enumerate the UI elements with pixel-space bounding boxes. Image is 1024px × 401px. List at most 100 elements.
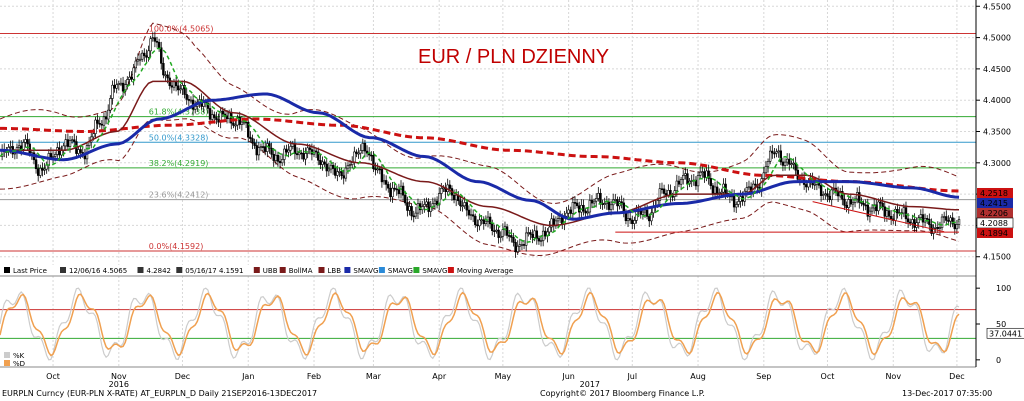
candle-body <box>143 52 146 57</box>
candle-body <box>348 164 352 166</box>
candle-body <box>338 171 341 173</box>
candle-body <box>134 60 137 69</box>
candle-body <box>98 123 101 125</box>
candle-body <box>626 218 630 222</box>
candle-body <box>826 193 829 197</box>
candle-body <box>469 214 473 217</box>
candle-body <box>145 55 148 58</box>
candle-body <box>917 217 920 224</box>
candle-body <box>467 209 471 216</box>
month-tick-label: Oct <box>46 372 60 381</box>
candle-body <box>280 159 284 164</box>
candle-body <box>49 153 53 158</box>
candle-body <box>860 202 863 204</box>
price-tick-label: 4.4000 <box>983 96 1011 105</box>
candle-body <box>928 218 931 225</box>
candle-body <box>406 202 409 211</box>
candle-body <box>911 219 914 224</box>
legend-entry: Last Price <box>13 267 47 275</box>
candle-body <box>321 161 324 165</box>
osc-d-line <box>0 291 960 357</box>
osc-legend-entry: %K <box>13 352 25 360</box>
candle-body <box>160 47 163 64</box>
candle-body <box>889 215 893 220</box>
candle-body <box>274 154 278 161</box>
candle-body <box>535 230 539 239</box>
fib-level-label: 23.6%(4.2412) <box>149 191 209 200</box>
candle-body <box>270 147 273 155</box>
candle-body <box>45 164 48 170</box>
candle-body <box>412 215 415 218</box>
candle-body <box>531 234 534 238</box>
candle-body <box>779 150 783 163</box>
candle-body <box>582 204 585 212</box>
candle-body <box>491 223 494 232</box>
candle-body <box>675 180 679 191</box>
candle-body <box>92 133 95 138</box>
candle-body <box>185 94 188 100</box>
candle-body <box>851 202 855 205</box>
candle-body <box>164 74 167 77</box>
candle-body <box>902 207 906 214</box>
candle-body <box>520 244 524 246</box>
year-tick-label: 2017 <box>580 380 600 389</box>
candle-body <box>179 88 182 91</box>
candle-body <box>512 237 515 243</box>
legend-swatch <box>176 267 183 273</box>
candle-body <box>102 116 106 126</box>
candle-body <box>471 214 475 217</box>
candle-body <box>423 204 426 207</box>
candle-body <box>39 167 42 176</box>
candle-body <box>399 185 403 195</box>
candle-body <box>951 217 954 225</box>
candle-body <box>819 185 823 196</box>
candle-body <box>658 188 662 201</box>
candle-body <box>293 143 297 154</box>
candle-body <box>614 199 617 201</box>
candle-body <box>628 218 632 221</box>
candle-body <box>862 202 865 206</box>
candle-body <box>249 136 252 139</box>
candle-body <box>414 212 418 217</box>
legend-swatch <box>318 267 325 273</box>
candle-body <box>556 218 560 222</box>
candle-body <box>885 210 889 217</box>
fib-level-label: 50.0%(4.3328) <box>149 133 209 142</box>
candle-body <box>177 85 180 91</box>
candle-body <box>64 139 67 147</box>
candle-body <box>775 151 778 154</box>
legend-entry: BollMA <box>289 267 313 275</box>
candle-body <box>783 161 787 166</box>
candle-body <box>788 158 791 165</box>
price-tick-label: 4.5500 <box>983 2 1011 11</box>
osc-tick-label: 100 <box>996 284 1011 293</box>
candle-body <box>845 204 848 208</box>
candle-body <box>529 232 532 235</box>
candle-body <box>665 193 668 196</box>
candle-body <box>698 171 702 176</box>
price-tag-label: 4.2518 <box>980 189 1008 198</box>
month-tick-label: Mar <box>366 372 382 381</box>
candle-body <box>622 202 625 212</box>
candle-body <box>773 152 776 155</box>
price-tag-label: 4.2206 <box>980 209 1008 218</box>
candle-body <box>768 150 772 162</box>
candle-body <box>136 59 140 62</box>
candle-body <box>77 149 80 154</box>
price-tag-box <box>977 187 1013 198</box>
trend-line <box>812 201 945 233</box>
candle-body <box>938 227 942 229</box>
candle-body <box>913 219 916 228</box>
candle-body <box>104 116 108 120</box>
candle-body <box>416 203 420 214</box>
candle-body <box>242 121 246 124</box>
candle-body <box>374 168 377 171</box>
candle-body <box>51 156 55 158</box>
candle-body <box>720 191 723 194</box>
candle-body <box>609 204 613 210</box>
candle-body <box>300 152 303 155</box>
candle-body <box>703 171 706 178</box>
candle-body <box>240 121 244 125</box>
candle-body <box>607 201 611 210</box>
legend-swatch <box>344 267 351 273</box>
